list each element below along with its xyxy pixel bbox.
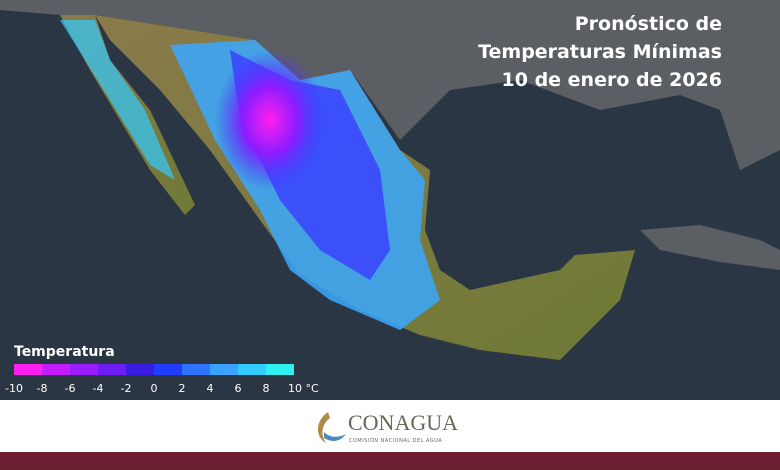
legend-tick-label: 10 °C [288,382,319,395]
legend-swatch [126,364,154,375]
legend-tick-label: -6 [65,382,76,395]
legend-swatch [266,364,294,375]
footer-band [0,400,780,452]
legend-swatch [70,364,98,375]
legend-tick-label: 8 [263,382,270,395]
legend-swatch [182,364,210,375]
legend-tick-label: -10 [5,382,23,395]
united-states [0,0,780,170]
bottom-strip [0,452,780,470]
legend-title: Temperatura [14,344,115,360]
title-line: Pronóstico de [575,13,722,35]
legend-swatch [42,364,70,375]
legend-swatch [98,364,126,375]
brand-subtitle: COMISIÓN NACIONAL DEL AGUA [349,437,442,444]
legend-tick-label: 0 [151,382,158,395]
coldest-zone [215,50,325,190]
logo-icon [317,412,330,443]
baja-cool-zone [60,20,175,180]
brand: CONAGUA [348,410,458,435]
title-line: 10 de enero de 2026 [502,69,722,91]
legend: -10 -8 -6 -4 -2 0 2 4 6 8 10 °C [5,364,319,395]
legend-swatch [210,364,238,375]
legend-tick-label: -8 [37,382,48,395]
legend-tick-label: 4 [207,382,214,395]
legend-tick-label: -4 [93,382,104,395]
cuba [640,225,780,270]
legend-swatch [14,364,42,375]
legend-tick-label: -2 [121,382,132,395]
legend-tick-label: 2 [179,382,186,395]
legend-swatch [154,364,182,375]
title-line: Temperaturas Mínimas [478,41,722,63]
logo-wave [324,432,346,441]
legend-tick-label: 6 [235,382,242,395]
legend-swatch [238,364,266,375]
